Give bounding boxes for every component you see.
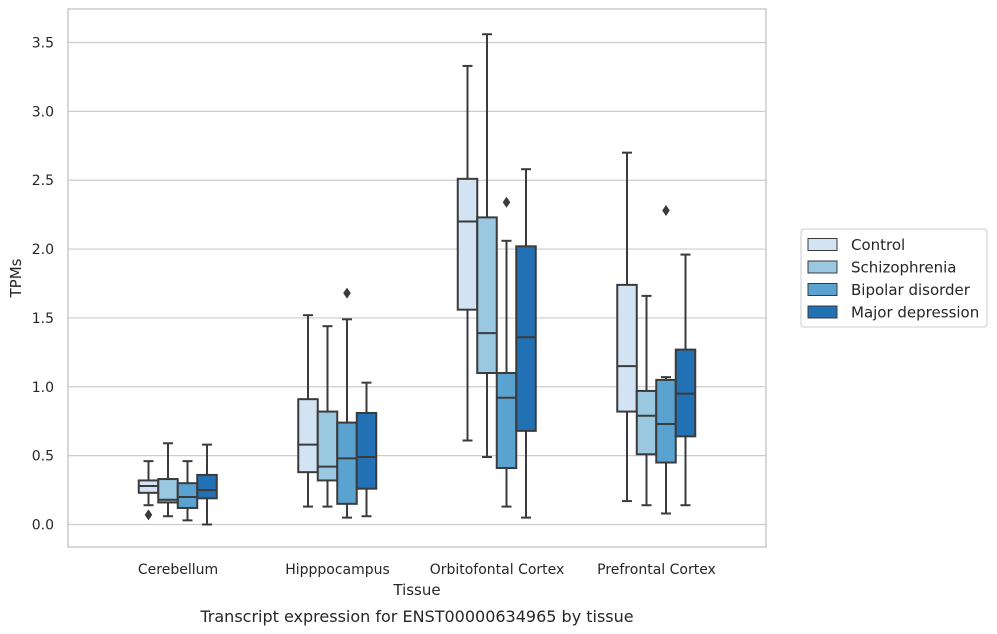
- y-tick-label: 0.5: [32, 449, 54, 465]
- y-tick-labels: 0.0 0.5 1.0 1.5 2.0 2.5 3.0 3.5: [32, 36, 54, 534]
- outlier-point: [502, 196, 511, 208]
- box-group: [616, 151, 638, 503]
- box-group: [515, 168, 537, 519]
- y-tick-label: 3.0: [32, 104, 54, 120]
- legend-box: [800, 228, 988, 328]
- box: [355, 411, 378, 490]
- box-group: [196, 443, 218, 526]
- legend-swatch: [807, 283, 838, 296]
- y-tick-label: 1.0: [32, 380, 54, 396]
- outlier-point: [144, 509, 153, 521]
- box: [176, 482, 199, 509]
- legend: Control Schizophrenia Bipolar disorder Majo…: [800, 228, 988, 328]
- x-tick-label: Prefrontal Cortex: [597, 562, 716, 578]
- outlier-point: [343, 287, 351, 299]
- legend-swatch: [807, 260, 838, 274]
- box: [297, 398, 319, 474]
- box: [336, 421, 358, 505]
- y-tick-label: 2.0: [32, 242, 54, 258]
- legend-label: Bipolar disorder: [851, 281, 971, 299]
- box-group: [176, 460, 199, 522]
- x-tick-label: Hipppocampus: [285, 562, 390, 578]
- box: [515, 245, 537, 432]
- box: [616, 283, 638, 413]
- box-group: [157, 442, 179, 518]
- box: [316, 410, 339, 482]
- y-axis-label: TPMs: [7, 258, 25, 298]
- box: [495, 372, 518, 470]
- chart-caption: Transcript expression for ENST0000063496…: [199, 607, 633, 626]
- box: [655, 378, 677, 464]
- legend-swatch: [807, 238, 838, 251]
- box: [196, 473, 218, 500]
- x-tick-labels: Cerebellum Hipppocampus Orbitofontal Corte…: [138, 562, 716, 578]
- box-group: [674, 253, 697, 507]
- box-plot-series: [137, 33, 697, 526]
- legend-swatch: [807, 305, 838, 319]
- legend-label: Control: [851, 236, 905, 254]
- box-group: [655, 205, 677, 515]
- plot-frame: [67, 8, 767, 548]
- y-tick-label: 3.5: [32, 36, 54, 52]
- box: [635, 389, 658, 456]
- x-tick-label: Orbitofontal Cortex: [430, 562, 565, 578]
- x-tick-label: Cerebellum: [138, 562, 218, 578]
- box-group: [316, 325, 339, 508]
- legend-label: Schizophrenia: [851, 259, 956, 277]
- y-tick-label: 1.5: [32, 311, 54, 327]
- box-group: [137, 460, 160, 521]
- y-tick-label: 2.5: [32, 173, 54, 189]
- box: [476, 216, 498, 375]
- legend-label: Major depression: [851, 304, 979, 322]
- box-group: [476, 33, 498, 459]
- outlier-point: [662, 205, 670, 217]
- box-group: [355, 381, 378, 518]
- box: [456, 177, 479, 311]
- box-group: [297, 314, 319, 508]
- y-gridlines: [68, 41, 766, 526]
- x-axis-label: Tissue: [392, 581, 440, 599]
- y-tick-label: 0.0: [32, 518, 54, 534]
- box-group: [635, 294, 658, 507]
